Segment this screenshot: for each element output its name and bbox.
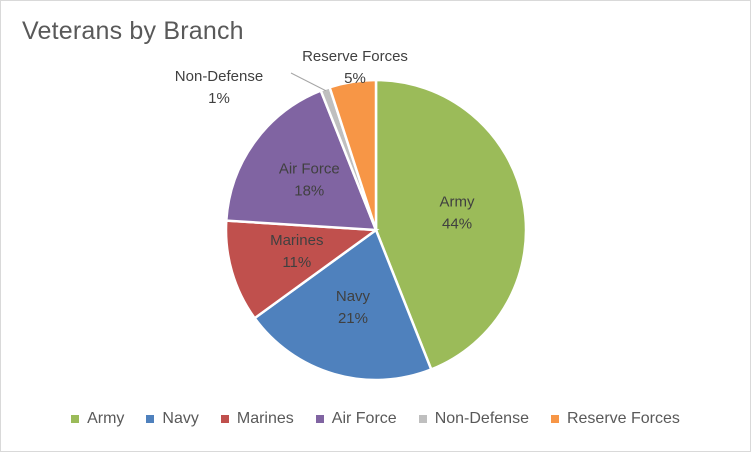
pie-slice-marines [224, 219, 380, 320]
data-labels: Army 44% Navy 21% Marines 11% Air Force 18% Non-… [175, 48, 475, 327]
data-label-value-air-force: 18% [294, 183, 324, 200]
leader-line-non-defense [290, 72, 327, 92]
legend-label-army: Army [87, 410, 125, 427]
leader-lines [290, 72, 327, 92]
data-label-value-army: 44% [442, 216, 472, 233]
pie-slice-army [374, 78, 528, 372]
legend-item-non-defense: Non-Defense [418, 410, 529, 428]
legend-item-air-force: Air Force [315, 410, 397, 428]
legend-swatch-non-defense [418, 415, 427, 423]
pie-slice-reserve-forces [328, 78, 378, 231]
data-label-name-navy: Navy [336, 288, 371, 305]
data-label-name-air-force: Air Force [279, 161, 340, 178]
legend-item-reserve-forces: Reserve Forces [550, 410, 680, 428]
data-label-name-reserve-forces: Reserve Forces [302, 48, 408, 65]
chart-title: Veterans by Branch [22, 17, 244, 45]
legend-label-navy: Navy [162, 410, 199, 427]
pie-slice-air-force [224, 88, 378, 232]
data-label-value-navy: 21% [338, 310, 368, 327]
legend-label-marines: Marines [236, 410, 294, 427]
legend-label-reserve-forces: Reserve Forces [566, 410, 680, 427]
data-label-name-army: Army [440, 194, 475, 211]
legend-swatch-navy [146, 415, 155, 423]
pie-slices [224, 78, 528, 382]
pie-slice-navy [252, 228, 433, 382]
legend-swatch-air-force [315, 415, 324, 423]
data-label-name-marines: Marines [270, 232, 323, 249]
legend-swatch-reserve-forces [550, 415, 559, 423]
legend-swatch-marines [220, 415, 229, 423]
legend-item-army: Army [71, 410, 124, 428]
legend-label-air-force: Air Force [331, 410, 397, 427]
data-label-value-marines: 11% [282, 254, 311, 271]
data-label-name-non-defense: Non-Defense [175, 68, 263, 85]
chart-legend: Army Navy Marines Air Force Non-Defense Reser… [1, 410, 750, 428]
data-label-value-non-defense: 1% [208, 90, 230, 107]
data-label-value-reserve-forces: 5% [344, 70, 366, 87]
legend-label-non-defense: Non-Defense [434, 410, 529, 427]
legend-swatch-army [71, 415, 80, 423]
legend-item-navy: Navy [146, 410, 199, 428]
legend-item-marines: Marines [220, 410, 294, 428]
